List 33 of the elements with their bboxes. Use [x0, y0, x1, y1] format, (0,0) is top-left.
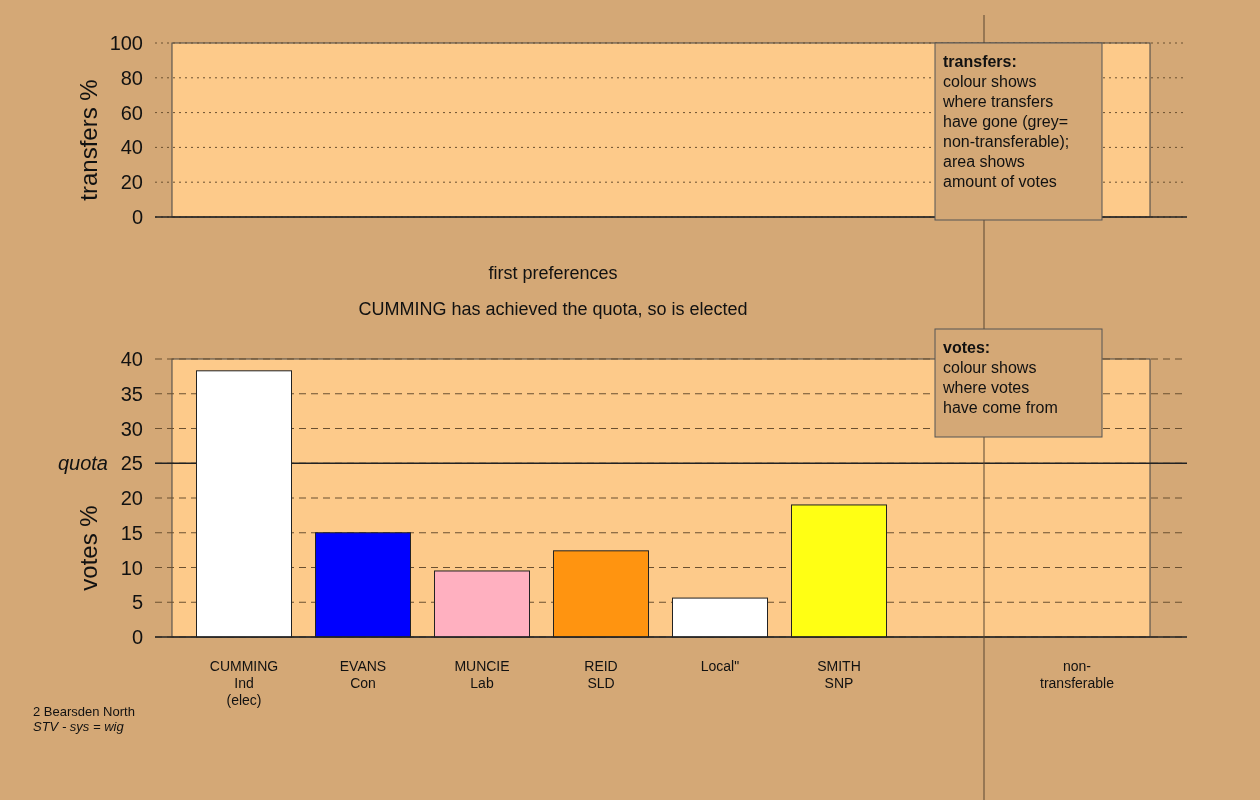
y-tick-label: 5: [131, 591, 143, 614]
ref-line-label: quota: [57, 452, 108, 475]
x-tick-label: SMITH SNP: [817, 658, 861, 691]
y-tick-label: 20: [120, 171, 143, 194]
note-box: transfers: colour shows where transfers have gone (grey= non-transferable); area shows amount of votes: [934, 42, 1103, 221]
note-box: votes: colour shows where votes have come from: [934, 328, 1103, 438]
text: 2 Bearsden North: [33, 704, 135, 719]
y-tick-label: 40: [120, 136, 143, 159]
x-tick-label: non- transferable: [1040, 658, 1115, 691]
x-tick-label: Local": [700, 658, 740, 674]
y-tick-label: 80: [120, 66, 143, 89]
y-tick-label: 100: [109, 32, 143, 54]
x-tick-label: CUMMING Ind (elec): [209, 658, 279, 708]
chart-subtitle: CUMMING has achieved the quota, so is elected: [358, 299, 748, 319]
text: STV - sys = wig: [33, 719, 125, 734]
y-tick-label: 25: [120, 452, 143, 475]
y-tick-label: 40: [120, 348, 143, 370]
y-tick-label: 35: [120, 382, 143, 405]
annotation: transfers: colour shows where transfers have gone (grey= non-transferable); area shows amount of votes: [942, 53, 1070, 190]
y-tick-label: 60: [120, 101, 143, 124]
x-tick-label: MUNCIE Lab: [454, 658, 510, 691]
y-axis-title: votes %: [75, 505, 102, 591]
y-tick-label: 10: [120, 556, 143, 579]
y-tick-label: 15: [120, 521, 143, 544]
y-tick-label: 20: [120, 487, 143, 509]
y-tick-label: 0: [131, 206, 143, 228]
y-axis-title: transfers %: [75, 79, 102, 201]
chart-title: first preferences: [488, 263, 618, 283]
x-tick-label: EVANS Con: [339, 658, 387, 691]
y-tick-label: 0: [131, 626, 143, 648]
annotation: votes: colour shows where votes have come from: [942, 339, 1058, 416]
y-tick-label: 30: [120, 417, 143, 440]
x-tick-label: REID SLD: [584, 658, 618, 691]
